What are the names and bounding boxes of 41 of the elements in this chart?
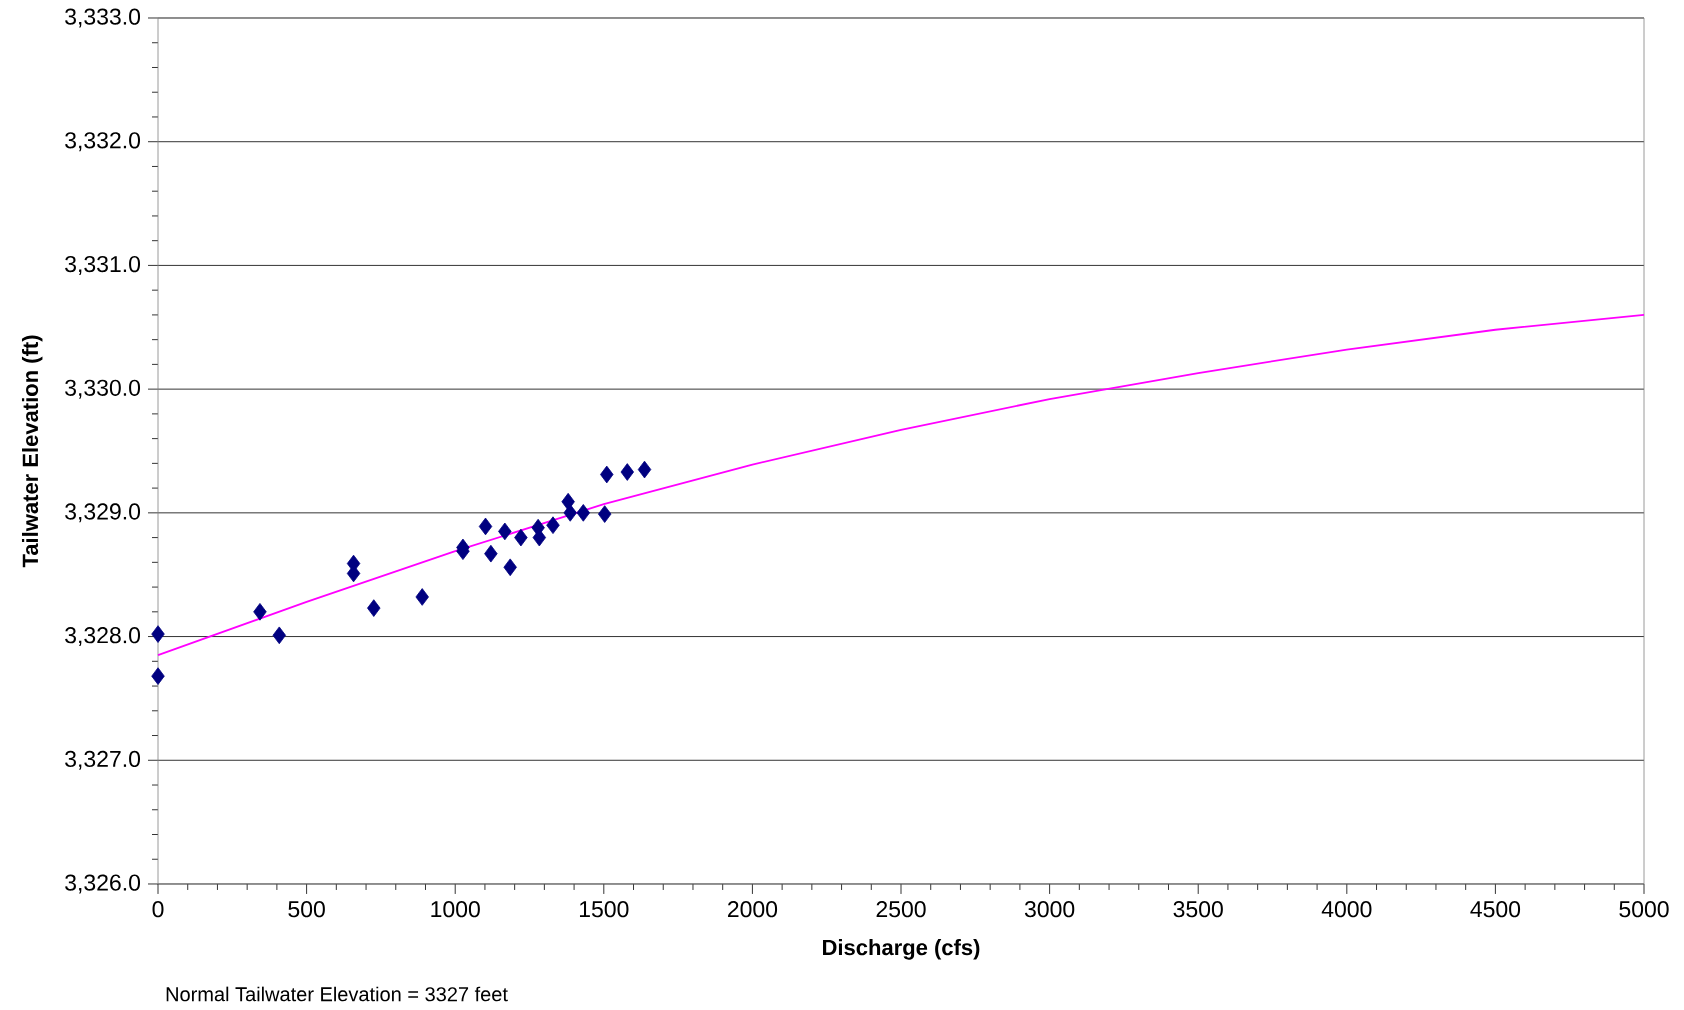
point bbox=[563, 504, 577, 522]
point bbox=[367, 599, 381, 617]
y-tick-label: 3,332.0 bbox=[65, 132, 141, 152]
point bbox=[415, 588, 429, 606]
x-tick-label: 3000 bbox=[1024, 901, 1075, 918]
x-tick-label: 1500 bbox=[579, 901, 629, 918]
y-tick-label: 3,328.0 bbox=[65, 627, 141, 647]
point bbox=[272, 626, 286, 645]
point bbox=[253, 603, 267, 621]
y-tick-label: 3,333.0 bbox=[65, 8, 141, 28]
x-tick-label: 4500 bbox=[1470, 901, 1521, 918]
point bbox=[498, 522, 512, 541]
y-axis-title: Tailwater Elevation (ft) bbox=[21, 335, 43, 568]
x-tick-label: 2500 bbox=[876, 901, 926, 918]
point bbox=[151, 625, 165, 643]
point bbox=[484, 544, 498, 563]
point bbox=[478, 517, 493, 536]
point bbox=[503, 558, 517, 577]
x-axis-title: Discharge (cfs) bbox=[823, 939, 980, 960]
x-tick-label: 0 bbox=[152, 901, 164, 918]
point bbox=[151, 667, 165, 685]
point bbox=[598, 505, 612, 523]
x-tick-label: 1000 bbox=[431, 901, 480, 918]
point bbox=[620, 463, 634, 481]
line-series bbox=[157, 314, 1645, 657]
point bbox=[637, 460, 652, 479]
y-tick-label: 3,327.0 bbox=[65, 750, 141, 770]
x-tick-label: 3500 bbox=[1173, 901, 1223, 918]
point bbox=[600, 465, 614, 484]
y-tick-label: 3,329.0 bbox=[65, 503, 141, 523]
text: Normal Tailwater Elevation = 3327 feet bbox=[166, 986, 508, 1002]
y-tick-label: 3,331.0 bbox=[65, 255, 141, 275]
x-tick-label: 2000 bbox=[727, 901, 778, 918]
x-tick-label: 5000 bbox=[1619, 901, 1669, 918]
x-tick-label: 500 bbox=[288, 901, 325, 918]
point bbox=[546, 516, 560, 535]
x-tick-label: 4000 bbox=[1321, 901, 1372, 918]
y-tick-label: 3,330.0 bbox=[65, 379, 141, 399]
y-tick-label: 3,326.0 bbox=[65, 874, 141, 894]
point bbox=[576, 504, 590, 522]
point bbox=[514, 528, 528, 547]
